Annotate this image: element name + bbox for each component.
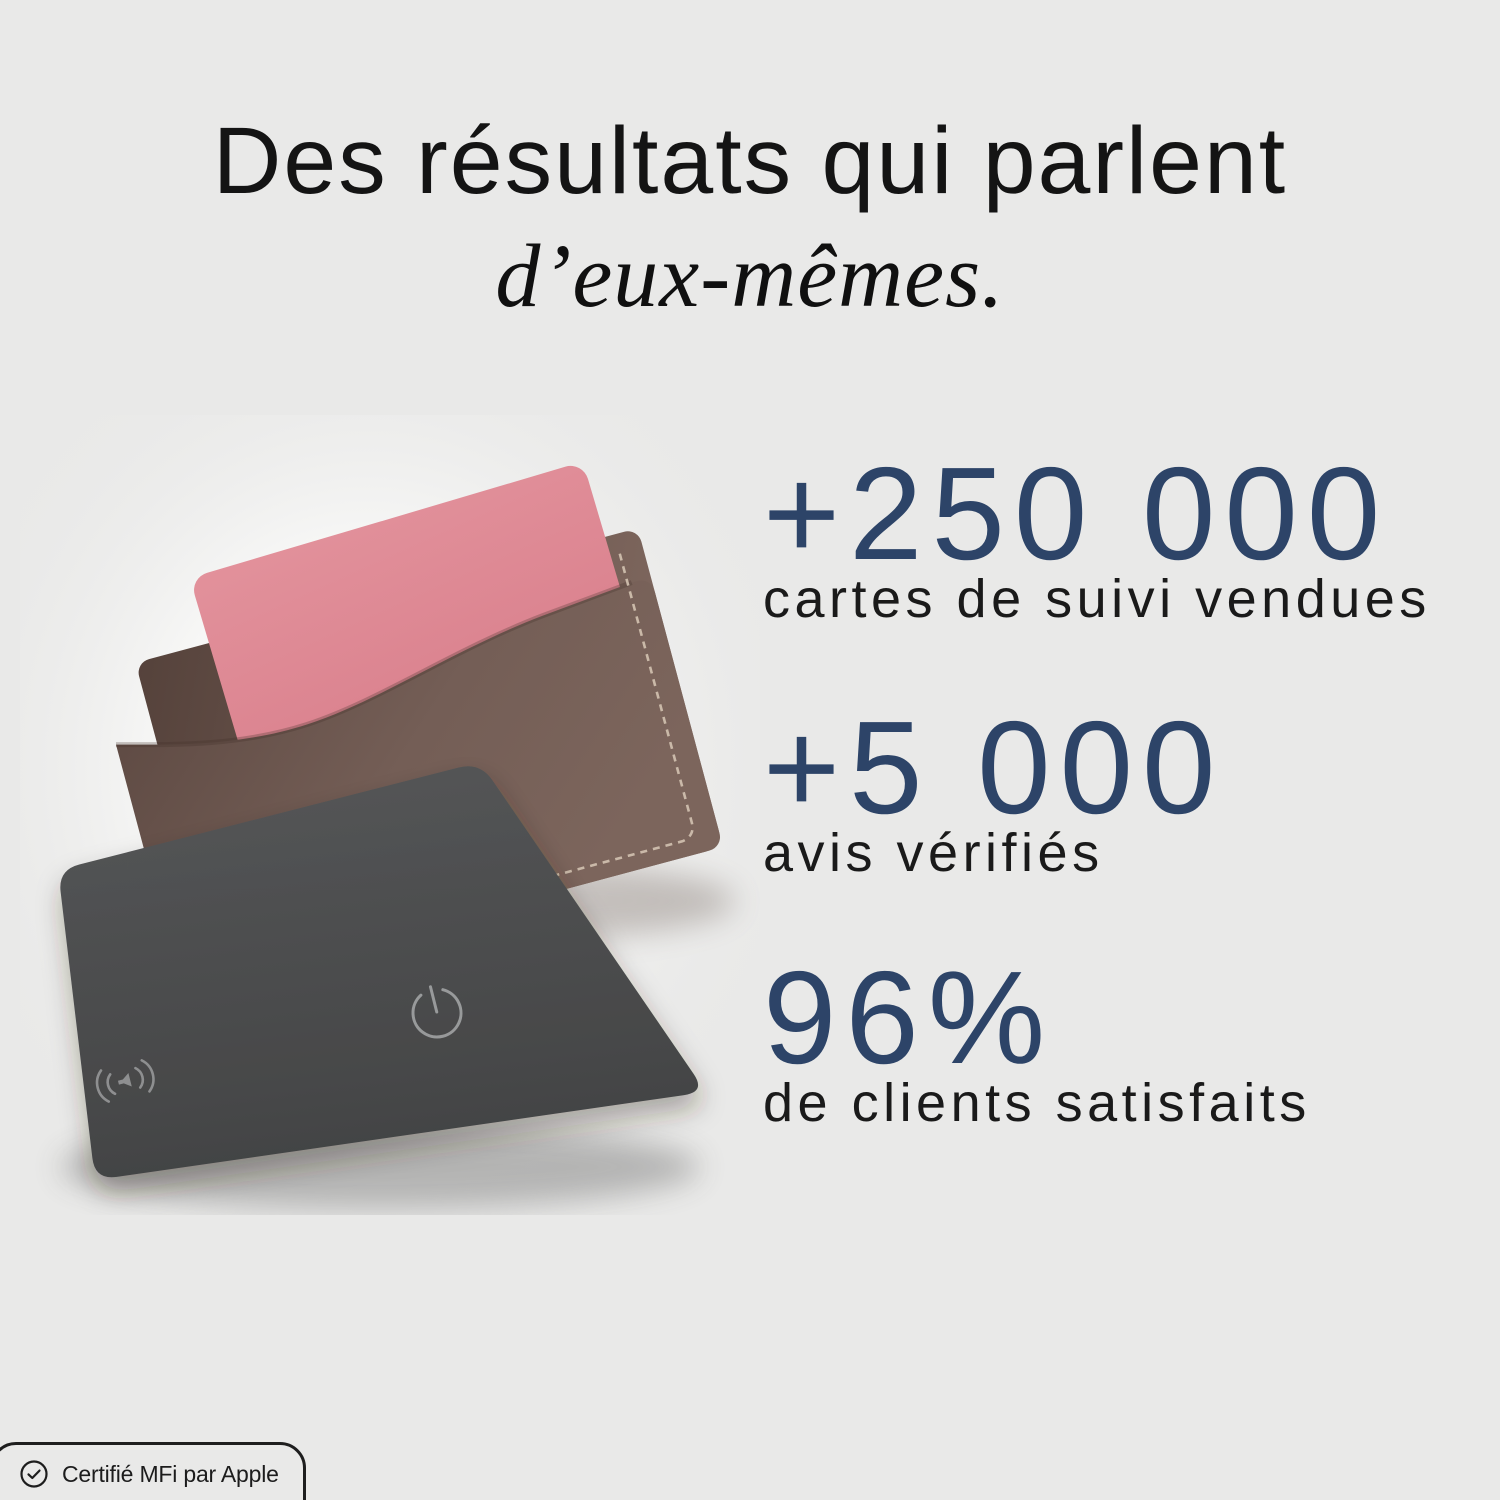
product-photo [20, 415, 760, 1215]
power-icon [411, 985, 463, 1039]
stat-value: +5 000 [763, 694, 1225, 841]
stat-cards-sold: +250 000 cartes de suivi vendues [763, 448, 1431, 630]
stat-label: avis vérifiés [763, 823, 1104, 883]
title-line1: Des résultats qui parlent [212, 108, 1288, 214]
mfi-badge: Certifié MFi par Apple [0, 1442, 306, 1500]
stat-verified-reviews: +5 000 avis vérifiés [763, 702, 1224, 884]
badge-label: Certifié MFi par Apple [62, 1461, 279, 1487]
stat-satisfied-clients: 96% de clients satisfaits [763, 952, 1311, 1134]
stitching [216, 553, 694, 968]
stat-label: cartes de suivi vendues [763, 569, 1431, 629]
page-title: Des résultats qui parlent d’eux-mêmes. [0, 114, 1500, 323]
check-circle-icon [20, 1460, 48, 1488]
stat-value: +250 000 [763, 440, 1390, 587]
stat-label: de clients satisfaits [763, 1073, 1311, 1133]
stat-value: 96% [763, 944, 1055, 1091]
speaker-waves-icon [95, 1059, 155, 1103]
title-line2: d’eux-mêmes. [495, 227, 1005, 326]
tracker-card [60, 766, 699, 1178]
